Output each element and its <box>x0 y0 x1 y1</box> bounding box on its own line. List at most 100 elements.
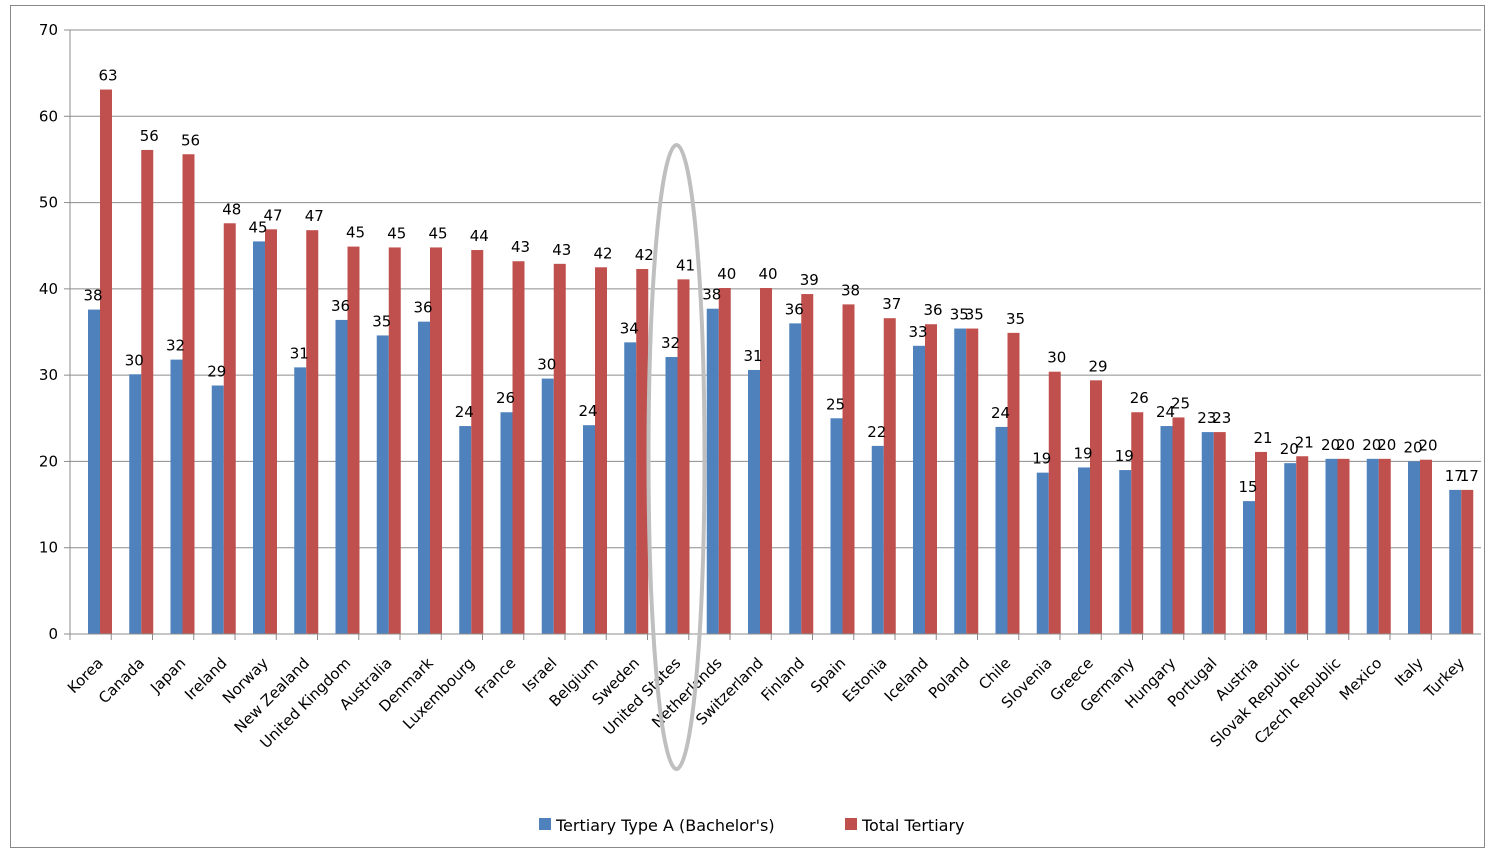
data-label-bachelors: 30 <box>125 351 144 369</box>
bar-total <box>801 294 814 634</box>
data-label-total: 40 <box>758 265 777 283</box>
bar-total <box>388 247 401 634</box>
data-label-bachelors: 29 <box>207 362 226 380</box>
data-label-bachelors: 22 <box>867 423 886 441</box>
bar-total <box>1131 412 1144 634</box>
bar-total <box>347 246 360 634</box>
bar-total <box>1007 332 1020 634</box>
y-tick-label: 40 <box>39 280 58 298</box>
data-label-total: 25 <box>1171 394 1190 412</box>
y-tick-label: 30 <box>39 366 58 384</box>
bar-total <box>1296 456 1309 634</box>
data-label-bachelors: 20 <box>1362 436 1381 454</box>
bar-total <box>595 267 607 634</box>
data-label-total: 42 <box>593 244 612 262</box>
bar-bachelors <box>583 425 595 634</box>
x-category-label: Canada <box>95 654 148 707</box>
data-label-bachelors: 24 <box>991 404 1010 422</box>
highlight-ellipse <box>646 143 707 771</box>
bars <box>88 89 1474 635</box>
bar-total <box>182 154 195 634</box>
data-label-total: 30 <box>1047 349 1066 367</box>
data-label-bachelors: 23 <box>1197 409 1216 427</box>
data-label-total: 45 <box>387 224 406 242</box>
bar-total <box>1461 489 1474 634</box>
bar-bachelors <box>789 323 802 634</box>
data-label-total: 17 <box>1460 467 1479 485</box>
bar-bachelors <box>1366 458 1379 634</box>
data-label-total: 47 <box>263 206 282 224</box>
bar-total <box>842 304 855 634</box>
bar-total <box>141 149 154 635</box>
data-label-total: 43 <box>511 238 530 256</box>
bar-total <box>471 250 484 634</box>
bar-total <box>760 287 772 634</box>
bar-bachelors <box>1284 463 1297 634</box>
data-labels: 3863305632562948454731473645354536452444… <box>83 67 1478 497</box>
data-label-bachelors: 36 <box>331 297 350 315</box>
bar-bachelors <box>1243 501 1255 634</box>
data-label-bachelors: 31 <box>290 344 309 362</box>
data-label-bachelors: 35 <box>372 312 391 330</box>
data-label-total: 36 <box>923 301 942 319</box>
data-label-total: 56 <box>140 127 159 145</box>
data-label-total: 21 <box>1253 429 1272 447</box>
bar-bachelors <box>913 345 925 634</box>
bar-bachelors <box>335 319 348 634</box>
data-label-bachelors: 17 <box>1445 467 1464 485</box>
bar-total <box>1420 459 1432 634</box>
bar-total <box>223 223 236 634</box>
bar-total <box>1048 371 1061 634</box>
x-category-label: Iceland <box>881 654 932 705</box>
data-label-bachelors: 32 <box>166 337 185 355</box>
y-axis-ticks: 0 10 20 30 40 50 60 70 <box>39 21 58 643</box>
bar-bachelors <box>459 426 472 634</box>
bar-total <box>1378 458 1391 634</box>
bar-bachelors <box>1201 432 1214 634</box>
bar-total <box>883 318 896 634</box>
data-label-bachelors: 20 <box>1321 436 1340 454</box>
data-label-total: 42 <box>635 246 654 264</box>
data-label-total: 39 <box>800 271 819 289</box>
bar-bachelors <box>995 426 1008 634</box>
x-category-label: Turkey <box>1420 654 1468 702</box>
bar-bachelors <box>748 369 760 634</box>
data-label-bachelors: 20 <box>1403 438 1422 456</box>
data-label-bachelors: 33 <box>908 323 927 341</box>
legend-swatch-total <box>845 818 857 830</box>
data-label-total: 56 <box>181 131 200 149</box>
data-label-bachelors: 36 <box>785 300 804 318</box>
bar-total <box>1172 417 1185 634</box>
data-label-total: 20 <box>1336 436 1355 454</box>
bar-total <box>925 324 937 634</box>
legend: Tertiary Type A (Bachelor's) Total Terti… <box>539 816 965 835</box>
data-label-bachelors: 24 <box>1156 403 1175 421</box>
bar-total <box>1255 451 1267 634</box>
data-label-total: 23 <box>1212 409 1231 427</box>
bar-bachelors <box>253 241 265 634</box>
data-label-bachelors: 34 <box>620 319 639 337</box>
data-label-bachelors: 24 <box>455 403 474 421</box>
bar-bachelors <box>871 445 884 634</box>
y-tick-label: 20 <box>39 452 58 470</box>
data-label-bachelors: 19 <box>1073 444 1092 462</box>
data-label-bachelors: 36 <box>413 299 432 317</box>
data-label-bachelors: 15 <box>1238 478 1257 496</box>
y-tick-label: 60 <box>39 107 58 125</box>
bar-bachelors <box>954 328 967 634</box>
data-label-total: 44 <box>470 227 489 245</box>
bar-bachelors <box>170 359 183 634</box>
bar-total <box>1337 458 1350 634</box>
bar-bachelors <box>129 374 142 634</box>
legend-label-total: Total Tertiary <box>861 816 965 835</box>
bar-bachelors <box>1036 472 1049 634</box>
bar-bachelors <box>1449 489 1462 634</box>
bar-bachelors <box>294 367 307 634</box>
bar-total <box>636 269 649 634</box>
bar-bachelors <box>376 335 389 634</box>
data-label-total: 20 <box>1377 436 1396 454</box>
bar-total <box>306 230 319 634</box>
x-category-label: Finland <box>757 654 808 705</box>
